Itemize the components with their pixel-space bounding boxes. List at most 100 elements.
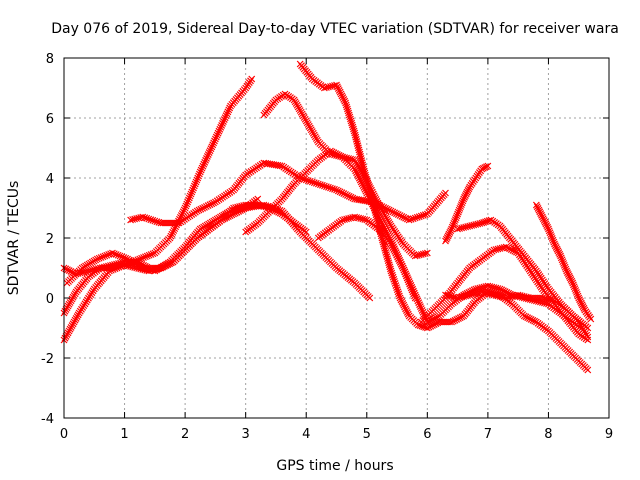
data-point-marker	[391, 277, 398, 285]
data-point-marker	[453, 316, 461, 323]
data-point-marker	[361, 169, 369, 177]
data-point-marker	[384, 255, 392, 263]
data-point-marker	[345, 109, 353, 117]
plot-frame	[63, 57, 610, 419]
data-point-marker	[410, 289, 418, 297]
data-point-marker	[99, 253, 107, 261]
data-point-marker	[368, 198, 375, 206]
data-point-marker	[331, 185, 338, 193]
data-point-marker	[381, 246, 389, 254]
y-tick-label: 6	[46, 112, 54, 127]
data-point-marker	[260, 201, 268, 209]
data-point-marker	[202, 203, 210, 210]
data-point-marker	[186, 192, 194, 200]
data-point-marker	[390, 246, 398, 253]
data-point-marker	[421, 250, 429, 257]
data-point-marker	[456, 204, 464, 212]
x-tick-label: 6	[423, 427, 431, 442]
data-point-marker	[533, 203, 541, 211]
data-point-marker	[138, 254, 146, 262]
data-point-marker	[480, 283, 488, 291]
data-point-marker	[413, 213, 421, 221]
data-point-marker	[376, 215, 384, 223]
data-point-marker	[207, 145, 215, 153]
data-point-marker	[507, 246, 515, 253]
data-point-marker	[350, 125, 357, 133]
data-point-marker	[415, 213, 423, 221]
data-point-marker	[573, 288, 580, 296]
data-point-marker	[444, 292, 451, 299]
data-point-marker	[468, 222, 476, 229]
data-point-marker	[394, 253, 401, 261]
y-tick-label: 0	[46, 292, 54, 307]
data-point-marker	[351, 213, 359, 221]
data-point-marker	[460, 224, 468, 231]
data-point-marker	[448, 223, 456, 231]
data-point-marker	[94, 265, 102, 272]
data-point-marker	[168, 230, 176, 238]
data-point-marker	[338, 92, 346, 100]
data-point-marker	[216, 125, 224, 133]
data-point-marker	[484, 282, 492, 290]
data-point-marker	[349, 123, 357, 131]
data-point-marker	[474, 289, 482, 297]
data-point-marker	[335, 151, 343, 159]
data-point-marker	[185, 194, 193, 202]
data-point-marker	[403, 308, 411, 316]
data-point-marker	[184, 198, 192, 206]
data-point-marker	[538, 211, 545, 219]
data-point-marker	[325, 183, 332, 191]
data-point-marker	[209, 141, 217, 149]
data-point-marker	[345, 192, 353, 200]
data-point-marker	[538, 213, 546, 221]
data-point-marker	[187, 190, 195, 198]
data-point-marker	[214, 129, 222, 137]
data-point-marker	[407, 215, 415, 223]
data-point-marker	[147, 251, 155, 258]
data-point-marker	[340, 95, 348, 103]
data-point-marker	[492, 284, 500, 292]
data-point-marker	[133, 215, 141, 222]
data-point-marker	[127, 216, 135, 224]
data-point-marker	[393, 251, 401, 259]
data-point-marker	[345, 111, 353, 119]
data-point-marker	[381, 244, 389, 252]
data-point-marker	[448, 318, 455, 326]
data-point-marker	[490, 284, 498, 291]
data-point-marker	[384, 257, 392, 265]
data-point-marker	[396, 212, 404, 219]
data-point-marker	[114, 251, 122, 259]
data-point-marker	[344, 107, 352, 115]
data-point-marker	[574, 292, 582, 300]
data-point-marker	[208, 143, 216, 151]
data-point-marker	[276, 206, 284, 214]
data-point-marker	[576, 296, 584, 304]
data-point-marker	[64, 266, 71, 274]
series-track-13	[442, 288, 592, 341]
data-point-marker	[343, 103, 351, 111]
data-point-marker	[504, 244, 512, 252]
data-point-marker	[539, 215, 547, 223]
data-point-marker	[333, 151, 341, 158]
data-point-marker	[453, 212, 461, 220]
data-point-marker	[472, 290, 480, 297]
data-point-marker	[446, 292, 453, 300]
data-point-marker	[302, 176, 310, 184]
data-point-marker	[353, 169, 360, 177]
x-axis-label: GPS time / hours	[276, 458, 393, 474]
data-point-marker	[359, 182, 367, 190]
data-point-marker	[584, 366, 592, 374]
data-point-marker	[492, 292, 500, 299]
data-point-marker	[110, 250, 118, 258]
data-point-marker	[575, 294, 583, 302]
data-point-marker	[208, 200, 216, 208]
data-point-marker	[537, 210, 545, 217]
data-point-marker	[518, 292, 526, 300]
data-point-marker	[457, 201, 465, 209]
data-point-marker	[401, 303, 409, 311]
data-point-marker	[562, 265, 570, 273]
data-point-marker	[423, 249, 431, 257]
y-tick-label: 4	[46, 172, 54, 187]
data-point-marker	[369, 202, 377, 210]
